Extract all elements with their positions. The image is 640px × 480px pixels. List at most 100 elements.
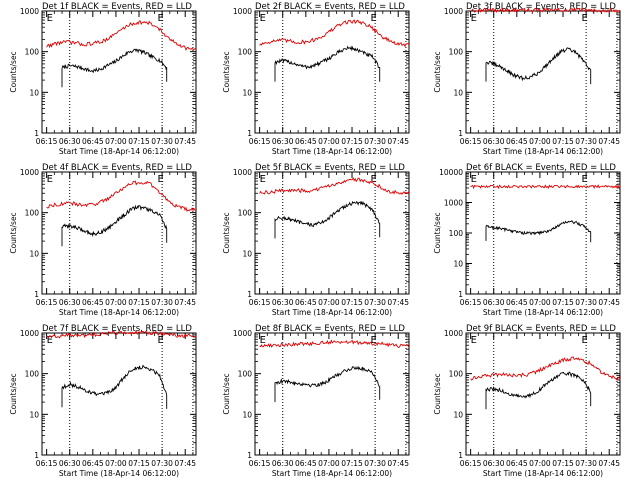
- x-axis-label: Start Time (18-Apr-14 06:12:00): [59, 308, 179, 317]
- event-flag-label: E: [471, 335, 477, 346]
- y-tick-label: 1000: [233, 168, 252, 177]
- y-tick-label: 1000: [444, 199, 463, 208]
- x-tick-label: 07:30: [575, 137, 597, 146]
- x-tick-label: 07:45: [174, 137, 196, 146]
- x-tick-label: 07:15: [128, 298, 150, 307]
- x-tick-label: 07:15: [341, 137, 363, 146]
- y-tick-label: 10: [242, 88, 252, 97]
- panel-title: Det 2f BLACK = Events, RED = LLD: [255, 2, 405, 12]
- x-tick-label: 07:15: [341, 459, 363, 468]
- y-tick-label: 100: [449, 229, 464, 238]
- detector-panel: Det 2f BLACK = Events, RED = LLD 1 10 100 10…: [222, 2, 410, 156]
- x-tick-label: 07:15: [552, 459, 574, 468]
- x-tick-label: 07:30: [364, 298, 386, 307]
- x-tick-label: 06:45: [295, 137, 317, 146]
- x-tick-label: 07:15: [552, 298, 574, 307]
- y-tick-label: 1000: [20, 7, 39, 16]
- event-flag-label: E: [371, 174, 377, 185]
- x-tick-label: 07:30: [151, 298, 173, 307]
- panel-title: Det 8f BLACK = Events, RED = LLD: [255, 324, 405, 334]
- x-tick-label: 06:30: [59, 137, 81, 146]
- event-flag-label: E: [582, 174, 588, 185]
- x-tick-label: 06:45: [295, 298, 317, 307]
- x-tick-label: 07:45: [387, 459, 409, 468]
- x-tick-label: 06:45: [82, 137, 104, 146]
- event-flag-label: E: [260, 13, 266, 24]
- detector-panel: Det 7f BLACK = Events, RED = LLD 1 10 100 10…: [9, 324, 197, 478]
- events-series-line: [61, 204, 168, 247]
- y-axis-label: Counts/sec: [9, 51, 18, 92]
- lld-series-line: [470, 356, 621, 381]
- x-tick-label: 06:15: [36, 137, 58, 146]
- event-flag-label: E: [47, 174, 53, 185]
- event-flag-label: E: [47, 13, 53, 24]
- panel-title: Det 6f BLACK = Events, RED = LLD: [466, 163, 616, 173]
- x-tick-label: 07:30: [575, 459, 597, 468]
- x-axis-label: Start Time (18-Apr-14 06:12:00): [483, 469, 603, 478]
- panel-title: Det 7f BLACK = Events, RED = LLD: [42, 324, 192, 334]
- y-tick-label: 100: [449, 48, 464, 57]
- detector-panel: Det 3f BLACK = Events, RED = LLD 1 10 100 10…: [433, 2, 621, 156]
- x-tick-label: 07:45: [387, 298, 409, 307]
- x-tick-label: 07:30: [151, 137, 173, 146]
- lld-series-line: [46, 20, 196, 51]
- y-tick-label: 10: [453, 88, 463, 97]
- x-tick-label: 07:45: [174, 459, 196, 468]
- y-tick-label: 1: [34, 451, 39, 460]
- x-tick-label: 06:45: [506, 137, 528, 146]
- detector-panel: Det 6f BLACK = Events, RED = LLD 1 10 100 10…: [433, 163, 621, 317]
- x-tick-label: 07:45: [387, 137, 409, 146]
- x-axis-label: Start Time (18-Apr-14 06:12:00): [59, 147, 179, 156]
- x-tick-label: 07:45: [174, 298, 196, 307]
- lld-series-line: [259, 339, 410, 349]
- x-tick-label: 07:00: [529, 298, 551, 307]
- y-tick-label: 1: [34, 129, 39, 138]
- y-tick-label: 1: [247, 451, 252, 460]
- x-tick-label: 06:30: [59, 298, 81, 307]
- x-tick-label: 07:00: [105, 137, 127, 146]
- x-tick-label: 07:45: [598, 137, 620, 146]
- y-tick-label: 1000: [444, 7, 463, 16]
- y-tick-label: 10: [453, 410, 463, 419]
- y-tick-label: 1: [458, 129, 463, 138]
- event-flag-label: E: [371, 335, 377, 346]
- x-tick-label: 07:30: [575, 298, 597, 307]
- event-flag-label: E: [471, 13, 477, 24]
- plot-frame: [254, 10, 410, 134]
- x-tick-label: 06:30: [272, 459, 294, 468]
- y-tick-label: 10: [242, 410, 252, 419]
- x-tick-label: 06:45: [295, 459, 317, 468]
- panel-title: Det 3f BLACK = Events, RED = LLD: [466, 2, 616, 12]
- y-tick-label: 1: [458, 290, 463, 299]
- y-tick-label: 100: [238, 370, 253, 379]
- detector-panel: Det 8f BLACK = Events, RED = LLD 1 10 100 10…: [222, 324, 410, 478]
- x-tick-label: 07:00: [318, 298, 340, 307]
- events-series-line: [485, 47, 592, 85]
- detector-panel: Det 4f BLACK = Events, RED = LLD 1 10 100 10…: [9, 163, 197, 317]
- event-flag-label: E: [471, 174, 477, 185]
- x-tick-label: 07:00: [105, 298, 127, 307]
- x-tick-label: 07:45: [598, 298, 620, 307]
- x-tick-label: 07:15: [128, 137, 150, 146]
- x-tick-label: 06:30: [483, 298, 505, 307]
- y-axis-label: Counts/sec: [222, 373, 231, 414]
- x-tick-label: 07:30: [364, 137, 386, 146]
- events-series-line: [61, 48, 168, 88]
- lld-series-line: [46, 180, 197, 212]
- event-flag-label: E: [158, 13, 164, 24]
- event-flag-label: E: [260, 335, 266, 346]
- y-tick-label: 100: [25, 209, 40, 218]
- y-tick-label: 10: [242, 249, 252, 258]
- x-axis-label: Start Time (18-Apr-14 06:12:00): [483, 308, 603, 317]
- x-tick-label: 06:30: [272, 137, 294, 146]
- lld-series-line: [470, 7, 621, 14]
- detector-panel: Det 5f BLACK = Events, RED = LLD 1 10 100 10…: [222, 163, 410, 317]
- y-axis-label: Counts/sec: [433, 212, 442, 253]
- x-tick-label: 06:30: [59, 459, 81, 468]
- panel-title: Det 9f BLACK = Events, RED = LLD: [466, 324, 616, 334]
- y-axis-label: Counts/sec: [9, 212, 18, 253]
- x-tick-label: 07:45: [598, 459, 620, 468]
- lld-series-line: [470, 184, 621, 190]
- events-series-line: [274, 200, 381, 239]
- x-tick-label: 06:15: [249, 137, 271, 146]
